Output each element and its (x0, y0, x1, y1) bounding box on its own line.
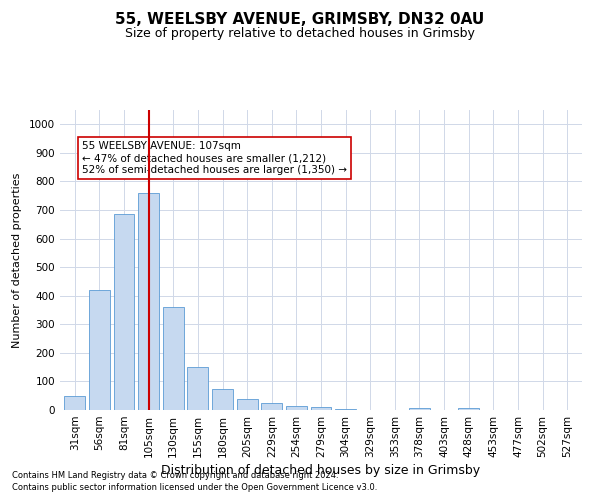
Bar (261, 403, 282, 410)
Text: 55, WEELSBY AVENUE, GRIMSBY, DN32 0AU: 55, WEELSBY AVENUE, GRIMSBY, DN32 0AU (115, 12, 485, 28)
Bar (311, 407, 331, 410)
Bar (138, 193, 159, 410)
Bar (89, 290, 110, 410)
Text: Size of property relative to detached houses in Grimsby: Size of property relative to detached ho… (125, 28, 475, 40)
Bar (335, 408, 356, 410)
Bar (64, 396, 85, 410)
Bar (458, 408, 479, 410)
Bar (187, 367, 208, 410)
Bar (286, 406, 307, 410)
Bar (212, 390, 233, 410)
Bar (236, 399, 257, 410)
Y-axis label: Number of detached properties: Number of detached properties (12, 172, 22, 348)
X-axis label: Distribution of detached houses by size in Grimsby: Distribution of detached houses by size … (161, 464, 481, 477)
Text: Contains public sector information licensed under the Open Government Licence v3: Contains public sector information licen… (12, 484, 377, 492)
Bar (113, 214, 134, 410)
Bar (163, 307, 184, 410)
Text: Contains HM Land Registry data © Crown copyright and database right 2024.: Contains HM Land Registry data © Crown c… (12, 471, 338, 480)
Text: 55 WEELSBY AVENUE: 107sqm
← 47% of detached houses are smaller (1,212)
52% of se: 55 WEELSBY AVENUE: 107sqm ← 47% of detac… (82, 142, 347, 174)
Bar (409, 408, 430, 410)
